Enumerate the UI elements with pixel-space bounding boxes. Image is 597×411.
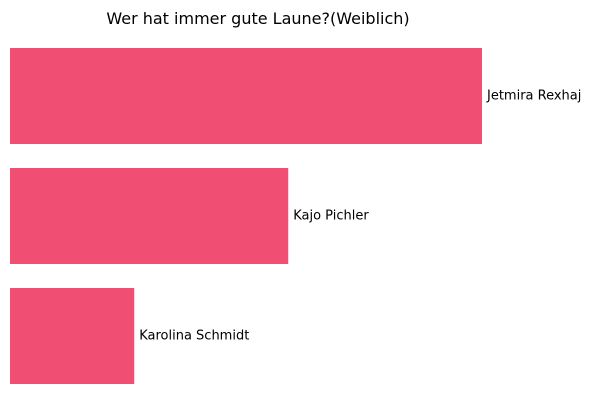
chart-title: Wer hat immer gute Laune?(Weiblich): [106, 9, 409, 28]
bar-label-2: Kajo Pichler: [293, 209, 369, 224]
bar-label-3: Karolina Schmidt: [139, 329, 249, 344]
bar-2: [10, 168, 289, 264]
bar-1: [10, 48, 482, 144]
bar-label-1: Jetmira Rexhaj: [486, 89, 581, 104]
bar-3: [10, 288, 135, 384]
bars-group: Jetmira Rexhaj Kajo Pichler Karolina Schmi…: [10, 48, 581, 384]
